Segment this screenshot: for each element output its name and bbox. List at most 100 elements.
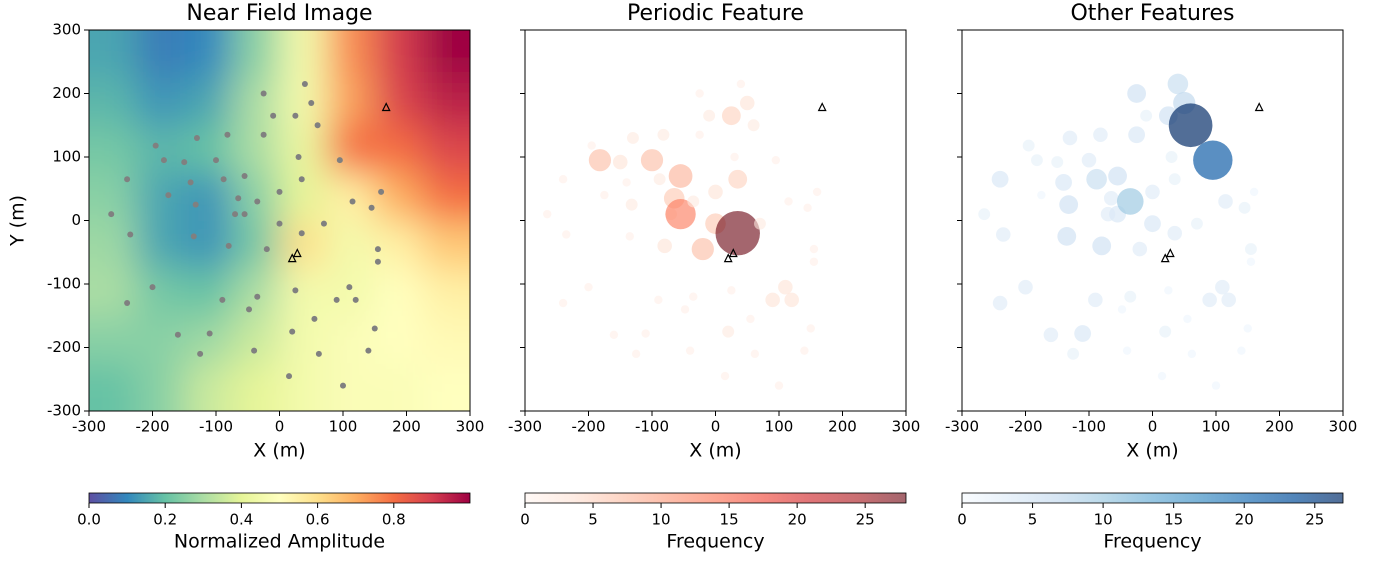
- station: [308, 100, 315, 107]
- heat-cell: [136, 172, 186, 222]
- x-tick-label: 100: [329, 418, 358, 436]
- chart-title: Periodic Feature: [627, 1, 804, 26]
- x-tick-label: 200: [392, 418, 421, 436]
- station: [276, 220, 283, 227]
- heat-cell: [184, 220, 233, 270]
- plot-area: [89, 30, 470, 411]
- heat-cell: [231, 220, 281, 270]
- station: [225, 242, 232, 249]
- bubble: [1215, 279, 1230, 295]
- heat-cell: [136, 30, 186, 79]
- x-tick-label: -300: [508, 418, 542, 436]
- station: [292, 287, 299, 294]
- x-tick-label: -200: [571, 418, 605, 436]
- bubble: [778, 279, 793, 295]
- bubble: [803, 203, 812, 212]
- heat-cell: [184, 315, 233, 365]
- station: [333, 296, 340, 303]
- bubble: [1018, 279, 1033, 295]
- station: [124, 176, 131, 183]
- station: [254, 198, 261, 205]
- colorbar-tick-label: 15: [1164, 511, 1183, 529]
- station: [206, 330, 213, 337]
- colorbar-tick-label: 5: [1028, 511, 1038, 529]
- bubble: [1022, 139, 1035, 152]
- colorbar-label: Normalized Amplitude: [174, 531, 385, 553]
- bubble: [703, 109, 716, 122]
- y-tick-label: -100: [47, 275, 81, 293]
- bubble: [809, 244, 819, 254]
- bubble: [809, 257, 819, 266]
- heat-cell: [89, 315, 138, 365]
- bubble: [641, 329, 650, 338]
- bubble: [1183, 314, 1192, 324]
- heat-cell: [327, 125, 376, 174]
- y-axis-label: Y (m): [7, 195, 29, 247]
- station: [187, 179, 194, 186]
- heat-cell: [374, 363, 424, 411]
- heat-cell: [136, 363, 186, 411]
- station: [254, 293, 261, 300]
- bubble: [1088, 292, 1103, 308]
- x-tick-label: 0: [1148, 418, 1158, 436]
- x-tick-label: 100: [765, 418, 794, 436]
- station: [241, 211, 248, 218]
- colorbar-label: Frequency: [1103, 531, 1201, 553]
- station: [260, 131, 267, 138]
- station: [289, 328, 296, 335]
- heat-cell: [374, 172, 424, 222]
- y-tick-label: 100: [52, 148, 81, 166]
- bubble: [600, 190, 609, 200]
- station: [235, 195, 242, 202]
- bubble: [689, 292, 698, 301]
- bubble: [691, 237, 714, 261]
- heat-cell: [279, 363, 329, 411]
- bubble: [1191, 217, 1203, 230]
- station: [181, 159, 188, 166]
- heat-cell: [327, 268, 376, 317]
- bubble: [1237, 346, 1246, 355]
- bubble: [612, 154, 628, 170]
- heat-cell: [184, 125, 233, 174]
- bubble: [754, 217, 766, 230]
- heat-cell: [422, 268, 470, 317]
- bubble: [722, 325, 735, 338]
- station: [295, 154, 302, 160]
- bubble: [774, 381, 784, 390]
- bubble: [695, 89, 704, 98]
- station: [374, 246, 381, 253]
- station: [315, 350, 322, 357]
- heat-cell: [89, 268, 138, 317]
- bubble: [991, 170, 1009, 188]
- x-tick-label: 200: [828, 418, 857, 436]
- bubble: [750, 349, 760, 359]
- bubble: [727, 286, 736, 295]
- colorbar-tick-label: 20: [1235, 511, 1254, 529]
- heat-cell: [279, 30, 329, 79]
- heat-cell: [279, 268, 329, 317]
- colorbar-tick-label: 0.0: [77, 511, 101, 529]
- colorbar-tick-label: 10: [652, 511, 671, 529]
- colorbar-tick-label: 0: [957, 511, 967, 529]
- colorbar-tick-label: 0: [520, 511, 530, 529]
- source-marker: [817, 102, 827, 112]
- chart-title: Other Features: [1070, 1, 1234, 26]
- x-tick-label: -100: [199, 418, 233, 436]
- station: [340, 382, 346, 389]
- source-marker: [723, 253, 733, 263]
- bubble: [728, 169, 748, 189]
- bubble: [558, 175, 568, 184]
- heat-cell: [327, 172, 376, 222]
- heat-cell: [136, 77, 186, 127]
- heat-cell: [89, 363, 138, 411]
- bubble: [1059, 195, 1079, 215]
- colorbar-label: Frequency: [666, 531, 764, 553]
- heat-cell: [422, 172, 470, 222]
- bubble: [587, 141, 596, 150]
- bubble: [1164, 286, 1173, 295]
- heat-cell: [136, 268, 186, 317]
- station: [320, 220, 327, 227]
- station: [346, 284, 353, 291]
- station: [276, 188, 283, 195]
- station: [298, 230, 305, 237]
